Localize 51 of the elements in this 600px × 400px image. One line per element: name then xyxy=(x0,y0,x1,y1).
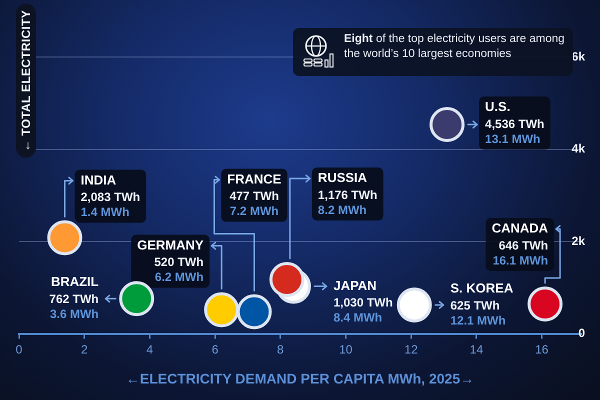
x-tick-label: 12 xyxy=(404,342,418,356)
text: FRANCE xyxy=(227,171,282,186)
x-tick-label: 16 xyxy=(535,342,549,356)
point xyxy=(430,107,465,142)
y-tick-label: 4k xyxy=(572,142,586,156)
point xyxy=(236,294,272,330)
point xyxy=(528,286,563,322)
x-tick-label: 0 xyxy=(16,342,23,356)
x-axis-title: ←ELECTRICITY DEMAND PER CAPITA MWh, 2025→ xyxy=(126,370,474,386)
text: CANADA xyxy=(492,220,549,236)
annotation: 6.2 MWh xyxy=(154,270,204,284)
y-axis-title: ← TOTAL ELECTRICITY xyxy=(16,4,36,158)
point xyxy=(119,281,154,316)
data-label: 477 TWh xyxy=(230,189,279,204)
x-tick-label: 8 xyxy=(277,342,284,356)
data-label: 2,083 TWh xyxy=(80,190,140,204)
series-label: U.S. xyxy=(485,99,510,114)
x-tick-label: 10 xyxy=(339,342,353,356)
annotation: 8.2 MWh xyxy=(318,202,367,217)
point xyxy=(269,262,304,298)
y-tick-label: 2k xyxy=(572,234,586,248)
data-label: 520 TWh xyxy=(154,255,204,270)
data-label: 762 TWh xyxy=(49,292,99,306)
point xyxy=(47,220,82,256)
series-label: BRAZIL xyxy=(50,274,99,290)
point xyxy=(396,287,432,322)
x-tick-label: 4 xyxy=(146,342,154,356)
annotation: 12.1 MWh xyxy=(450,313,506,328)
data-label: 4,536 TWh xyxy=(485,116,544,131)
annotation: 8.4 MWh xyxy=(333,310,382,325)
series-label: JAPAN xyxy=(333,278,377,293)
data-label: 646 TWh xyxy=(498,238,548,252)
annotation: 7.2 MWh xyxy=(230,204,279,218)
annotation: 1.4 MWh xyxy=(80,205,130,220)
x-tick-label: 14 xyxy=(470,342,484,356)
annotation: 13.1 MWh xyxy=(485,132,540,146)
series-label: S. KOREA xyxy=(450,280,514,296)
text: GERMANY xyxy=(137,237,204,252)
annotation: 16.1 MWh xyxy=(492,253,548,268)
x-tick-label: 6 xyxy=(212,342,219,356)
data-label: 1,176 TWh xyxy=(318,188,378,202)
text: INDIA xyxy=(80,172,117,188)
annotation: 3.6 MWh xyxy=(50,306,99,321)
text: RUSSIA xyxy=(318,170,368,186)
data-label: 625 TWh xyxy=(450,298,500,312)
annotation: Eight of the top electricity users are among the world’s 10 largest economies xyxy=(344,32,566,62)
point xyxy=(204,292,240,328)
x-tick-label: 2 xyxy=(81,342,88,356)
y-tick-label: 0 xyxy=(578,326,586,340)
y-tick-label: 6k xyxy=(572,49,586,64)
data-label: 1,030 TWh xyxy=(333,296,393,310)
